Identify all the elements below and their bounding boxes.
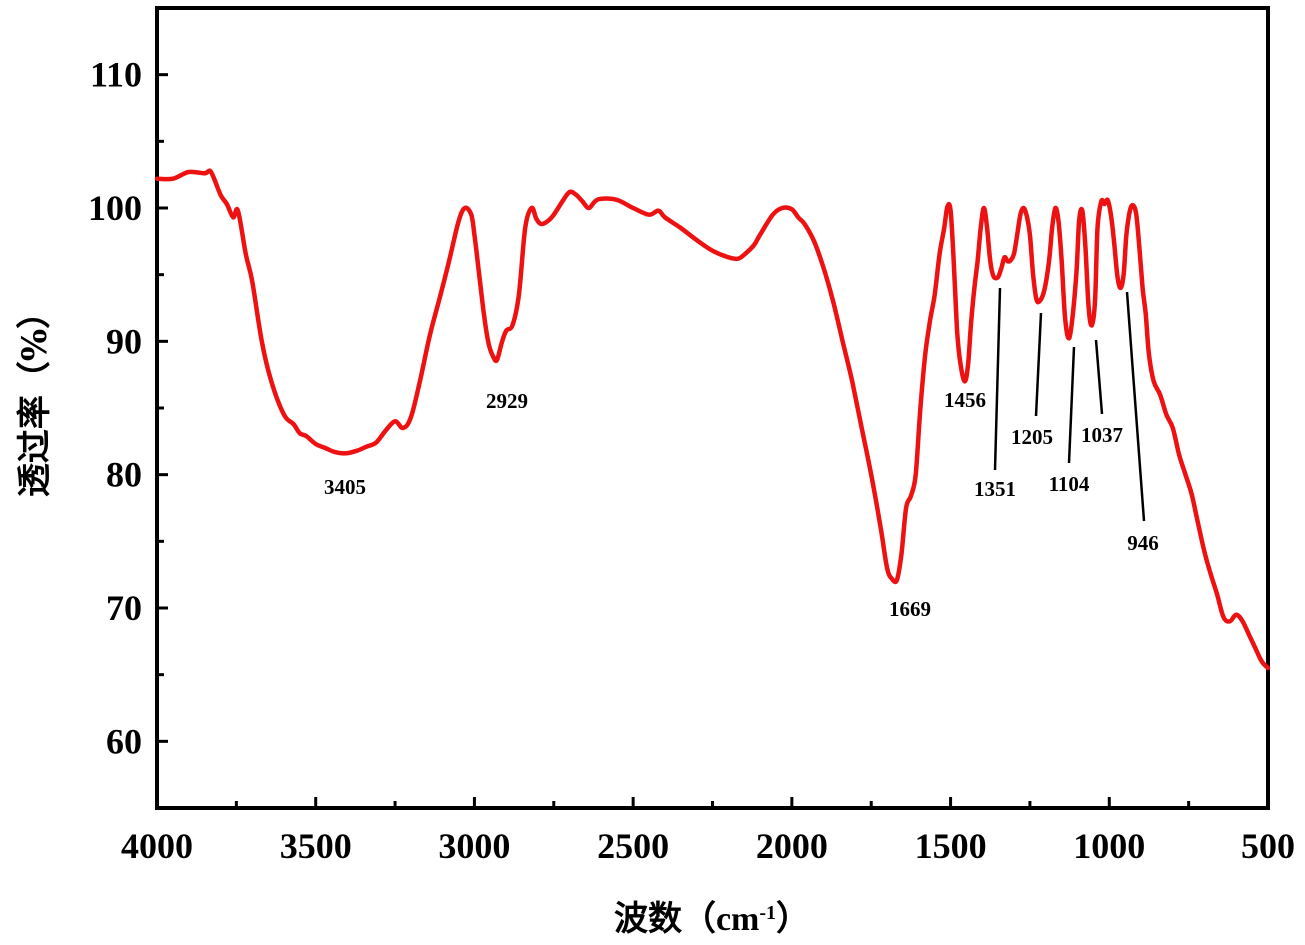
peak-label-1037: 1037 xyxy=(1081,423,1123,447)
y-tick-label: 80 xyxy=(106,455,142,495)
peak-label-1456: 1456 xyxy=(944,388,986,412)
y-tick-label: 60 xyxy=(106,721,142,761)
peak-annotations: 3405 2929 1669 1456 1351 1205 1104 1037 946 xyxy=(324,287,1159,621)
x-tick-label: 4000 xyxy=(121,826,193,866)
x-tick-label: 2000 xyxy=(756,826,828,866)
series-line-spectrum xyxy=(154,168,1271,671)
peak-label-1104: 1104 xyxy=(1049,472,1090,496)
x-tick-label: 3500 xyxy=(280,826,352,866)
peak-leader-line xyxy=(1094,339,1104,415)
peak-label-946: 946 xyxy=(1127,531,1159,555)
peak-leader-line xyxy=(993,287,1002,471)
y-tick-label: 110 xyxy=(90,55,142,95)
peak-label-1669: 1669 xyxy=(889,597,931,621)
peak-label-2929: 2929 xyxy=(486,389,528,413)
x-tick-label: 3000 xyxy=(438,826,510,866)
x-tick-label: 1000 xyxy=(1073,826,1145,866)
x-tick-label: 1500 xyxy=(915,826,987,866)
y-tick-label: 100 xyxy=(88,188,142,228)
peak-leader-line xyxy=(1034,312,1043,417)
y-tick-label: 70 xyxy=(106,588,142,628)
x-tick-label: 500 xyxy=(1241,826,1295,866)
y-tick-label: 90 xyxy=(106,321,142,361)
axis-titles: 波数（cm-1） 透过率（%） xyxy=(15,295,810,939)
y-axis: 60 70 80 90 100 110 xyxy=(88,6,168,761)
y-axis-title: 透过率（%） xyxy=(15,295,55,497)
x-axis: 4000 3500 3000 2500 2000 1500 1000 500 xyxy=(121,797,1295,866)
peak-label-1351: 1351 xyxy=(974,477,1016,501)
x-tick-label: 2500 xyxy=(597,826,669,866)
spectrum-series xyxy=(154,168,1271,671)
peak-label-1205: 1205 xyxy=(1011,425,1053,449)
x-axis-title: 波数（cm-1） xyxy=(614,899,810,939)
peak-label-3405: 3405 xyxy=(324,475,366,499)
peak-leader-line xyxy=(1125,291,1146,522)
peak-leader-line xyxy=(1067,346,1076,464)
